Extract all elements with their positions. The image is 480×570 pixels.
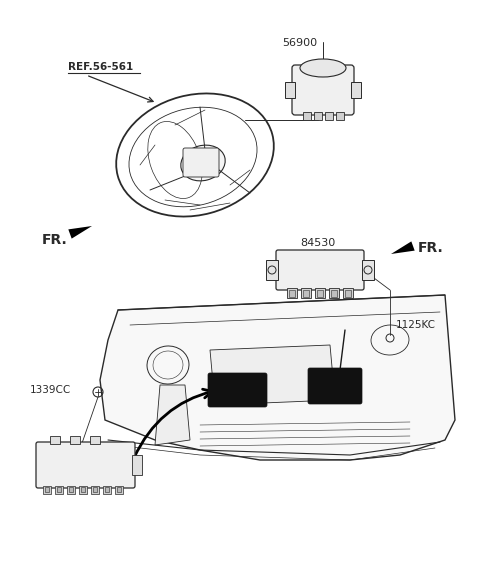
Bar xyxy=(91,486,99,494)
Bar xyxy=(345,290,351,297)
Bar xyxy=(117,487,121,492)
FancyBboxPatch shape xyxy=(208,373,267,407)
Text: 88070: 88070 xyxy=(77,470,113,480)
Text: 1339CC: 1339CC xyxy=(30,385,71,395)
Bar xyxy=(285,82,295,98)
Bar xyxy=(362,260,374,280)
Bar xyxy=(331,290,337,297)
Bar xyxy=(317,290,323,297)
Bar xyxy=(93,487,97,492)
Bar xyxy=(325,112,333,120)
Bar xyxy=(303,112,311,120)
Bar xyxy=(315,288,325,298)
Text: FR.: FR. xyxy=(42,233,68,247)
FancyBboxPatch shape xyxy=(36,442,135,488)
Bar xyxy=(55,486,63,494)
Text: 56900: 56900 xyxy=(282,38,318,48)
Bar xyxy=(79,486,87,494)
Bar xyxy=(329,288,339,298)
Polygon shape xyxy=(155,385,190,445)
Bar xyxy=(50,436,60,444)
Polygon shape xyxy=(100,295,455,460)
Bar xyxy=(343,288,353,298)
Bar xyxy=(303,290,309,297)
FancyBboxPatch shape xyxy=(183,148,219,177)
Bar xyxy=(90,436,100,444)
Bar xyxy=(45,487,49,492)
Bar xyxy=(69,487,73,492)
Text: 84530: 84530 xyxy=(300,238,336,248)
Bar xyxy=(81,487,85,492)
Bar xyxy=(43,486,51,494)
Bar xyxy=(105,487,109,492)
Polygon shape xyxy=(68,226,92,239)
Ellipse shape xyxy=(181,145,225,181)
Bar xyxy=(67,486,75,494)
Text: REF.56-561: REF.56-561 xyxy=(68,62,133,72)
Bar xyxy=(70,436,80,444)
Bar xyxy=(287,288,297,298)
Ellipse shape xyxy=(300,59,346,77)
Bar xyxy=(301,288,311,298)
Bar xyxy=(351,82,361,98)
Bar xyxy=(336,112,344,120)
Text: 1125KC: 1125KC xyxy=(396,320,436,330)
Text: FR.: FR. xyxy=(418,241,444,255)
Polygon shape xyxy=(391,242,415,254)
FancyBboxPatch shape xyxy=(276,250,364,290)
FancyBboxPatch shape xyxy=(308,368,362,404)
FancyBboxPatch shape xyxy=(292,65,354,115)
Bar xyxy=(115,486,123,494)
Bar xyxy=(103,486,111,494)
Bar xyxy=(314,112,322,120)
Bar xyxy=(132,455,142,475)
Bar xyxy=(289,290,295,297)
Polygon shape xyxy=(210,345,335,405)
Bar xyxy=(57,487,61,492)
Bar xyxy=(266,260,278,280)
